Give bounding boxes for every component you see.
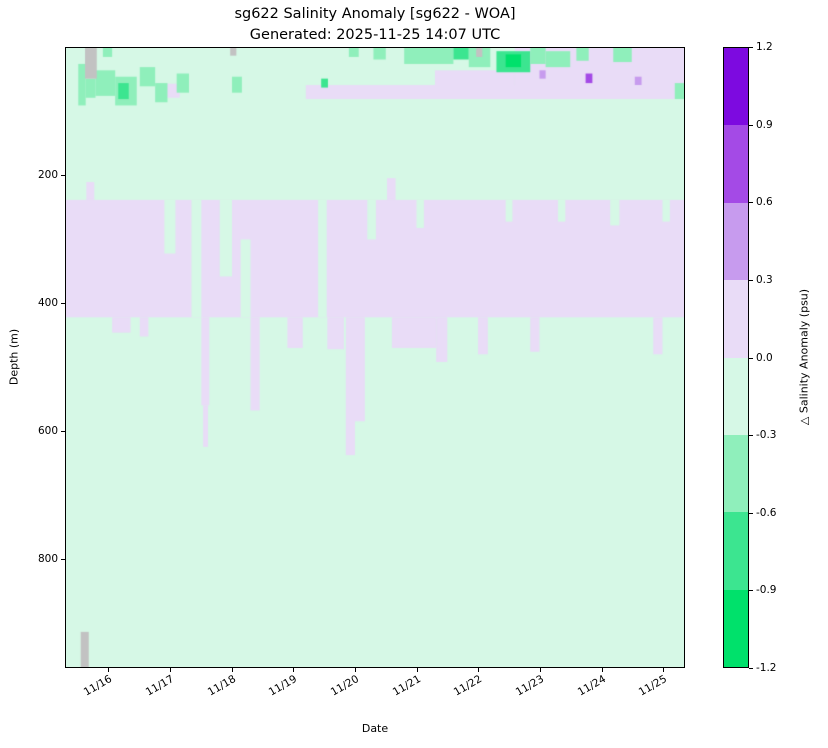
- x-tick-label: 11/17: [143, 673, 176, 699]
- colorbar-tick-mark: [749, 202, 753, 204]
- y-tick-label: 600: [37, 425, 58, 438]
- x-tick-mark: [478, 668, 480, 672]
- x-tick-mark: [293, 668, 295, 672]
- y-tick-label: 400: [37, 297, 58, 310]
- x-tick-mark: [354, 668, 356, 672]
- y-tick-mark: [61, 175, 65, 177]
- colorbar-tick-label: -0.3: [756, 429, 777, 442]
- colorbar-tick-label: -1.2: [756, 662, 777, 674]
- x-tick-label: 11/20: [328, 673, 361, 699]
- x-tick-mark: [231, 668, 233, 672]
- x-tick-mark: [663, 668, 665, 672]
- x-tick-label: 11/18: [205, 673, 238, 699]
- colorbar-tick-label: 0.3: [756, 273, 773, 286]
- y-tick-mark: [61, 431, 65, 433]
- x-tick-label: 11/22: [452, 673, 485, 699]
- colorbar-segment: [724, 589, 748, 667]
- y-tick-mark: [61, 303, 65, 305]
- x-tick-label: 11/16: [81, 673, 115, 699]
- colorbar-tick-label: 0.0: [756, 351, 773, 364]
- colorbar-segment: [724, 512, 748, 590]
- x-tick-label: 11/19: [267, 673, 300, 699]
- colorbar-segment: [724, 434, 748, 513]
- colorbar-segment: [724, 280, 748, 358]
- y-tick-label: 200: [37, 169, 58, 182]
- colorbar-segment: [724, 48, 748, 126]
- colorbar-tick-mark: [749, 124, 753, 126]
- heatmap-canvas: [66, 48, 684, 667]
- chart-subtitle: Generated: 2025-11-25 14:07 UTC: [249, 27, 501, 43]
- x-tick-label: 11/21: [390, 673, 423, 699]
- colorbar-tick-label: -0.9: [756, 584, 777, 597]
- y-axis-label: Depth (m): [7, 328, 21, 386]
- chart-title: sg622 Salinity Anomaly [sg622 - WOA]: [234, 6, 516, 22]
- colorbar-tick-mark: [749, 590, 753, 592]
- x-tick-mark: [601, 668, 603, 672]
- chart-title-block: sg622 Salinity Anomaly [sg622 - WOA] Gen…: [65, 4, 685, 46]
- x-tick-mark: [416, 668, 418, 672]
- x-axis-label: Date: [361, 722, 389, 735]
- colorbar-tick-mark: [749, 47, 753, 48]
- x-tick-label: 11/24: [575, 673, 608, 699]
- x-tick-mark: [108, 668, 110, 672]
- x-tick-label: 11/23: [513, 673, 547, 699]
- heatmap-plot-area: [65, 47, 685, 668]
- colorbar-tick-mark: [749, 512, 753, 514]
- colorbar-label: △ Salinity Anomaly (psu): [797, 288, 811, 426]
- x-tick-mark: [169, 668, 171, 672]
- colorbar-tick-label: 0.6: [756, 196, 773, 209]
- colorbar-segment: [724, 357, 748, 435]
- colorbar-segment: [724, 202, 748, 281]
- colorbar-tick-label: 0.9: [756, 118, 773, 131]
- colorbar-tick-mark: [749, 435, 753, 437]
- x-tick-mark: [540, 668, 542, 672]
- colorbar: [723, 47, 749, 668]
- colorbar-segment: [724, 125, 748, 203]
- colorbar-tick-label: -0.6: [756, 506, 777, 519]
- colorbar-tick-mark: [749, 279, 753, 281]
- colorbar-tick-mark: [749, 357, 753, 359]
- colorbar-tick-label: 1.2: [756, 41, 773, 53]
- y-tick-label: 800: [37, 553, 58, 566]
- x-tick-label: 11/25: [637, 673, 670, 699]
- colorbar-tick-mark: [749, 668, 753, 669]
- y-tick-mark: [61, 559, 65, 561]
